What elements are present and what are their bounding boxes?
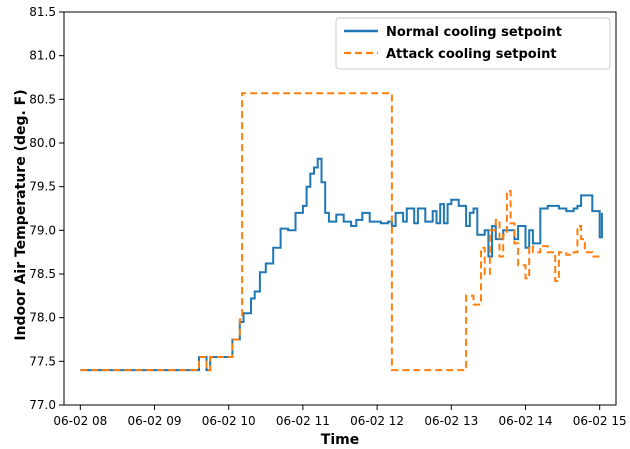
plot-frame: [63, 11, 617, 406]
y-axis-title: Indoor Air Temperature (deg. F): [13, 89, 29, 340]
x-tick-label: 06-02 11: [276, 414, 330, 428]
y-tick-label: 78.0: [29, 311, 56, 325]
y-axis-ticks: 77.0 77.5 78.0 78.5 79.0 79.5 80.0 80.5 81.0 81.5: [29, 5, 64, 412]
x-tick-label: 06-02 09: [128, 414, 182, 428]
y-tick-label: 79.5: [29, 180, 56, 194]
legend: Normal cooling setpoint Attack cooling s…: [335, 17, 611, 70]
y-tick-label: 81.0: [29, 49, 56, 63]
x-tick-label: 06-02 10: [202, 414, 256, 428]
y-tick-label: 79.0: [29, 223, 56, 237]
x-tick-label: 06-02 14: [499, 414, 553, 428]
series-layer: [80, 92, 603, 372]
series-line-attack: [80, 92, 603, 372]
y-tick-label: 77.0: [29, 398, 56, 412]
y-tick-label: 81.5: [29, 5, 56, 19]
y-tick-label: 80.0: [29, 136, 56, 150]
x-tick-label: 06-02 08: [53, 414, 107, 428]
x-tick-label: 06-02 12: [350, 414, 404, 428]
plot-area: [64, 12, 616, 405]
legend-label-normal: Normal cooling setpoint: [386, 25, 562, 40]
legend-box: [335, 17, 611, 70]
y-tick-label: 80.5: [29, 92, 56, 106]
legend-label-attack: Attack cooling setpoint: [386, 47, 557, 62]
x-tick-label: 06-02 15: [573, 414, 627, 428]
x-tick-label: 06-02 13: [424, 414, 478, 428]
x-axis-title: Time: [321, 432, 359, 448]
x-axis-ticks: 06-02 08 06-02 09 06-02 10 06-02 11 06-02 12…: [53, 405, 627, 428]
y-tick-label: 78.5: [29, 267, 56, 281]
y-tick-label: 77.5: [29, 354, 56, 368]
